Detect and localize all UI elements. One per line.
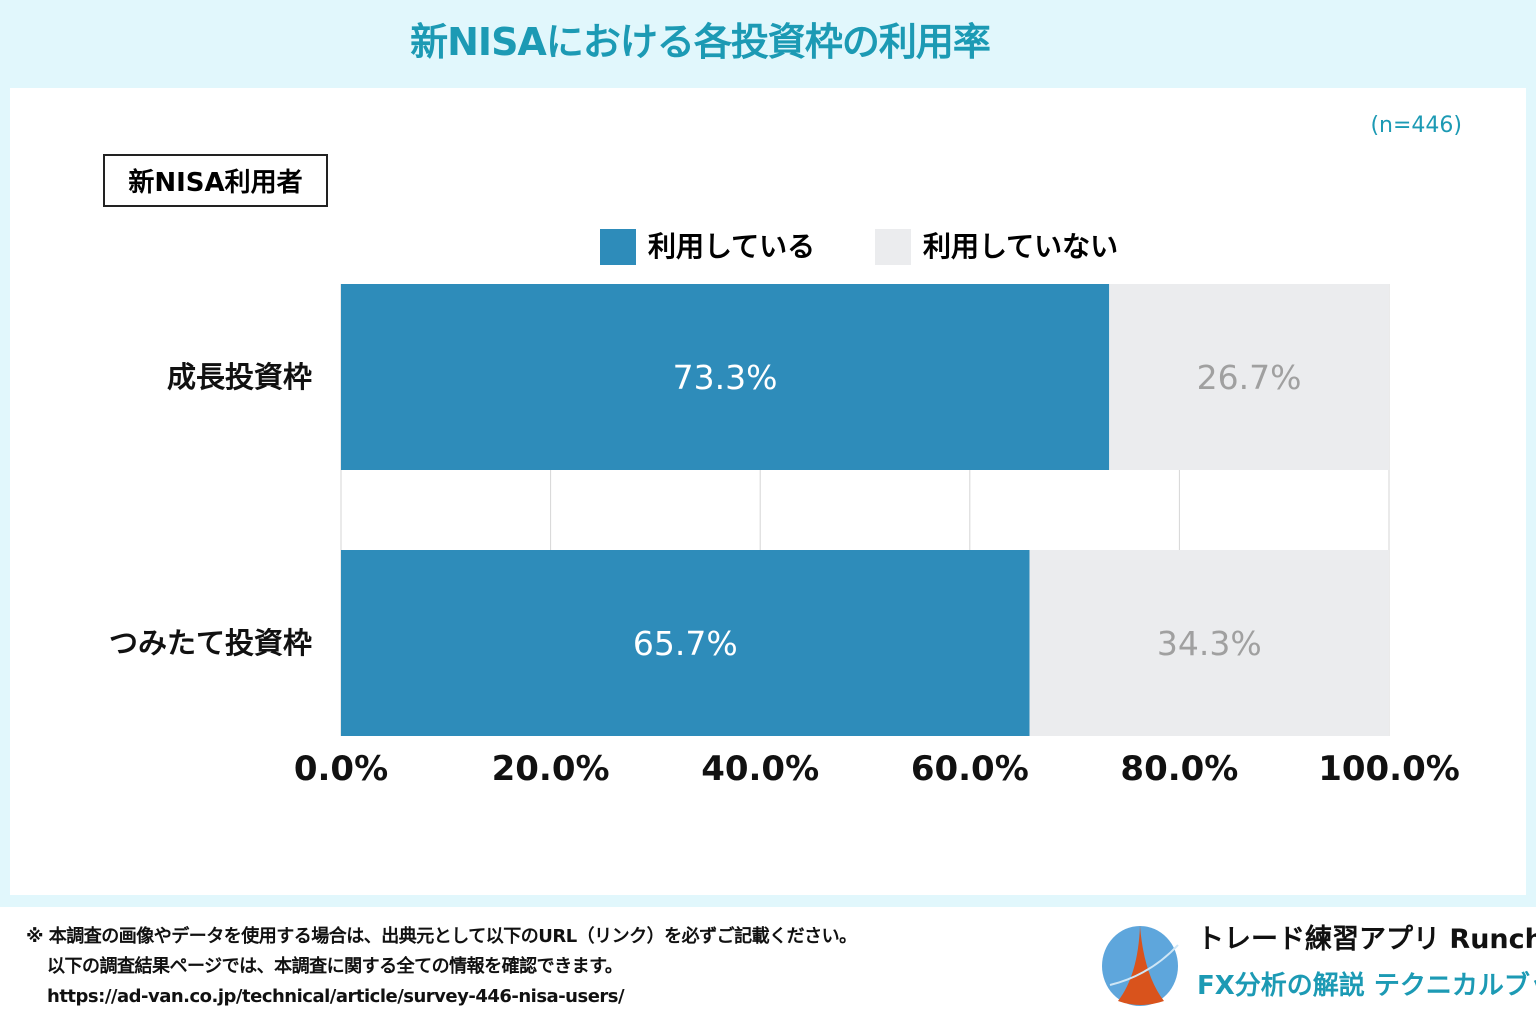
legend-label-used: 利用している xyxy=(648,230,816,263)
brand-subtitle: FX分析の解説 テクニカルブック xyxy=(1197,971,1536,1001)
legend-swatch-used xyxy=(600,229,636,265)
legend-used: 利用している xyxy=(600,229,815,265)
data-label: 26.7% xyxy=(1197,358,1302,397)
runcha-logo-icon xyxy=(1102,926,1179,1006)
data-label: 73.3% xyxy=(673,358,778,397)
footer-note-1: ※ 本調査の画像やデータを使用する場合は、出典元として以下のURL（リンク）を必… xyxy=(26,926,857,947)
bar-not-used xyxy=(1109,284,1389,470)
footer xyxy=(0,907,1536,1024)
x-tick-label: 80.0% xyxy=(1120,749,1238,789)
category-label: つみたて投資枠 xyxy=(109,626,312,660)
x-tick-label: 40.0% xyxy=(701,749,819,789)
brand-name: トレード練習アプリ Runcha xyxy=(1197,924,1536,955)
x-tick-label: 0.0% xyxy=(294,749,388,789)
legend-not-used: 利用していない xyxy=(875,229,1118,265)
x-tick-label: 60.0% xyxy=(911,749,1029,789)
chart-title: 新NISAにおける各投資枠の利用率 xyxy=(410,20,991,64)
sample-size: (n=446) xyxy=(1370,113,1462,138)
bar-used xyxy=(341,550,1030,736)
bar-chart: 0.0% 20.0% 40.0% 60.0% 80.0% 100.0% 成長投資枠 73.3%… xyxy=(109,284,1460,789)
category-label: 成長投資枠 xyxy=(167,360,312,394)
bar-used xyxy=(341,284,1110,470)
data-label: 34.3% xyxy=(1157,624,1262,663)
chart-panel xyxy=(10,88,1526,895)
footer-url[interactable]: https://ad-van.co.jp/technical/article/s… xyxy=(47,986,625,1007)
footer-note-2: 以下の調査結果ページでは、本調査に関する全ての情報を確認できます。 xyxy=(47,956,623,977)
legend-label-not-used: 利用していない xyxy=(923,230,1119,263)
data-label: 65.7% xyxy=(633,624,738,663)
group-label: 新NISA利用者 xyxy=(103,154,328,207)
legend-swatch-not-used xyxy=(875,229,911,265)
bar-not-used xyxy=(1029,550,1389,736)
x-tick-label: 100.0% xyxy=(1318,749,1460,789)
x-tick-label: 20.0% xyxy=(492,749,610,789)
